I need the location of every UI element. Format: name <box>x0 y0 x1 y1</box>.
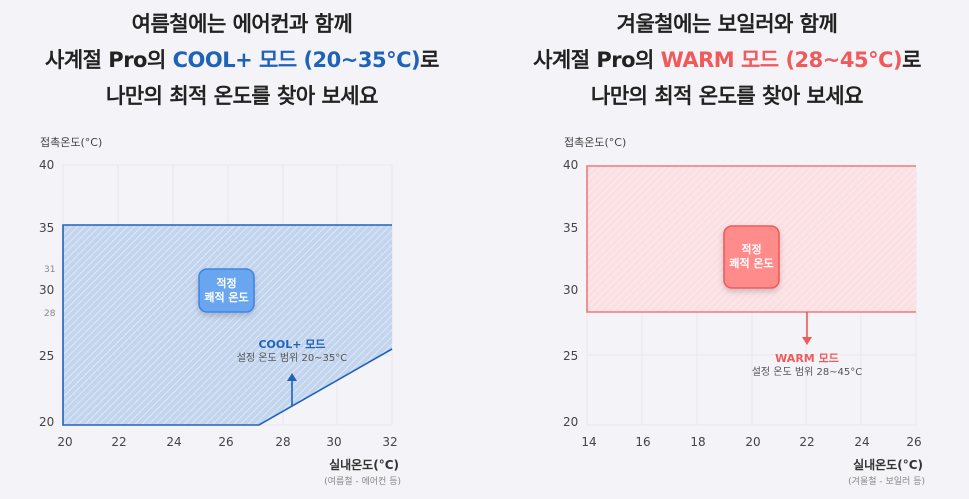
warm-annotation-subtitle: 설정 온도 범위 28~45°C <box>752 365 863 378</box>
cool-region-border <box>62 224 393 426</box>
svg-text:26: 26 <box>218 435 233 449</box>
warm-badge-line2: 쾌적 온도 <box>729 256 773 270</box>
svg-text:30: 30 <box>563 283 578 297</box>
svg-text:24: 24 <box>166 435 181 449</box>
warm-mode-panel: 겨울철에는 보일러와 함께 사계절 Pro의 WARM 모드 (28~45°C)… <box>485 0 969 499</box>
warm-headline-line3: 나만의 최적 온도를 찾아 보세요 <box>591 84 863 108</box>
warm-headline-line2: 사계절 Pro의 WARM 모드 (28~45°C)로 <box>485 42 969 78</box>
cool-headline-suffix: 로 <box>420 48 439 72</box>
svg-text:20: 20 <box>57 435 72 449</box>
svg-text:28: 28 <box>275 435 290 449</box>
cool-arrow-up-icon <box>287 373 297 406</box>
cool-mode-panel: 여름철에는 에어컨과 함께 사계절 Pro의 COOL+ 모드 (20~35°C… <box>0 0 484 499</box>
warm-headline-line1: 겨울철에는 보일러와 함께 <box>616 12 838 36</box>
cool-mode-highlight: COOL+ 모드 (20~35°C) <box>172 48 421 72</box>
cool-annotation-title: COOL+ 모드 <box>258 338 325 351</box>
svg-text:22: 22 <box>111 435 126 449</box>
cool-headline-line2: 사계절 Pro의 COOL+ 모드 (20~35°C)로 <box>0 42 484 78</box>
warm-x-axis-title: 실내온도(°C) <box>853 457 923 472</box>
warm-headline-suffix: 로 <box>902 48 921 72</box>
svg-text:20: 20 <box>745 435 760 449</box>
cool-annotation-subtitle: 설정 온도 범위 20~35°C <box>237 351 348 364</box>
warm-mode-chart: 적정 쾌적 온도 WARM 모드 설정 온도 범위 28~45°C 접촉온도(°… <box>563 136 925 487</box>
warm-x-ticks: 14 16 18 20 22 24 26 <box>581 435 921 449</box>
cool-headline-prefix: 사계절 Pro의 <box>45 48 173 72</box>
warm-y-axis-title: 접촉온도(°C) <box>564 136 626 149</box>
warm-y-ticks: 40 35 30 25 20 <box>563 158 578 429</box>
svg-text:40: 40 <box>563 158 578 172</box>
svg-text:24: 24 <box>854 435 869 449</box>
warm-arrow-down-icon <box>802 312 812 345</box>
warm-headline: 겨울철에는 보일러와 함께 사계절 Pro의 WARM 모드 (28~45°C)… <box>485 6 969 114</box>
cool-headline-line3: 나만의 최적 온도를 찾아 보세요 <box>106 84 378 108</box>
cool-comfort-badge <box>198 268 255 313</box>
cool-mode-region <box>63 225 392 425</box>
svg-text:31: 31 <box>44 265 55 275</box>
svg-text:25: 25 <box>563 349 578 363</box>
warm-comfort-badge <box>723 225 780 289</box>
cool-mode-chart: 적정 쾌적 온도 COOL+ 모드 설정 온도 범위 20~35°C 접촉온도(… <box>39 136 401 487</box>
svg-text:28: 28 <box>44 309 56 319</box>
cool-headline: 여름철에는 에어컨과 함께 사계절 Pro의 COOL+ 모드 (20~35°C… <box>0 6 484 114</box>
svg-text:20: 20 <box>39 415 54 429</box>
warm-mode-highlight: WARM 모드 (28~45°C) <box>660 48 903 72</box>
cool-y-ticks: 40 35 30 25 20 31 28 <box>39 158 56 429</box>
cool-x-ticks: 20 22 24 26 28 30 32 <box>57 435 397 449</box>
svg-text:22: 22 <box>799 435 814 449</box>
warm-x-axis-subtitle: (겨울철 - 보일러 등) <box>848 476 925 487</box>
svg-text:20: 20 <box>563 415 578 429</box>
cool-badge-line1: 적정 <box>216 276 236 290</box>
cool-badge-line2: 쾌적 온도 <box>204 290 248 304</box>
cool-headline-line1: 여름철에는 에어컨과 함께 <box>131 12 353 36</box>
svg-text:26: 26 <box>906 435 921 449</box>
svg-text:40: 40 <box>39 158 54 172</box>
svg-text:35: 35 <box>39 221 54 235</box>
warm-region-border <box>586 165 916 313</box>
warm-badge-line1: 적정 <box>741 242 761 256</box>
warm-headline-prefix: 사계절 Pro의 <box>533 48 661 72</box>
warm-annotation-title: WARM 모드 <box>775 352 839 365</box>
svg-text:35: 35 <box>563 221 578 235</box>
svg-text:18: 18 <box>690 435 705 449</box>
svg-text:14: 14 <box>581 435 596 449</box>
svg-text:30: 30 <box>326 435 341 449</box>
cool-y-axis-title: 접촉온도(°C) <box>40 136 102 149</box>
svg-text:16: 16 <box>635 435 650 449</box>
svg-text:32: 32 <box>382 435 397 449</box>
cool-x-axis-subtitle: (여름철 - 에어컨 등) <box>324 475 401 487</box>
svg-text:25: 25 <box>39 349 54 363</box>
svg-text:30: 30 <box>39 283 54 297</box>
cool-x-axis-title: 실내온도(°C) <box>329 457 399 472</box>
